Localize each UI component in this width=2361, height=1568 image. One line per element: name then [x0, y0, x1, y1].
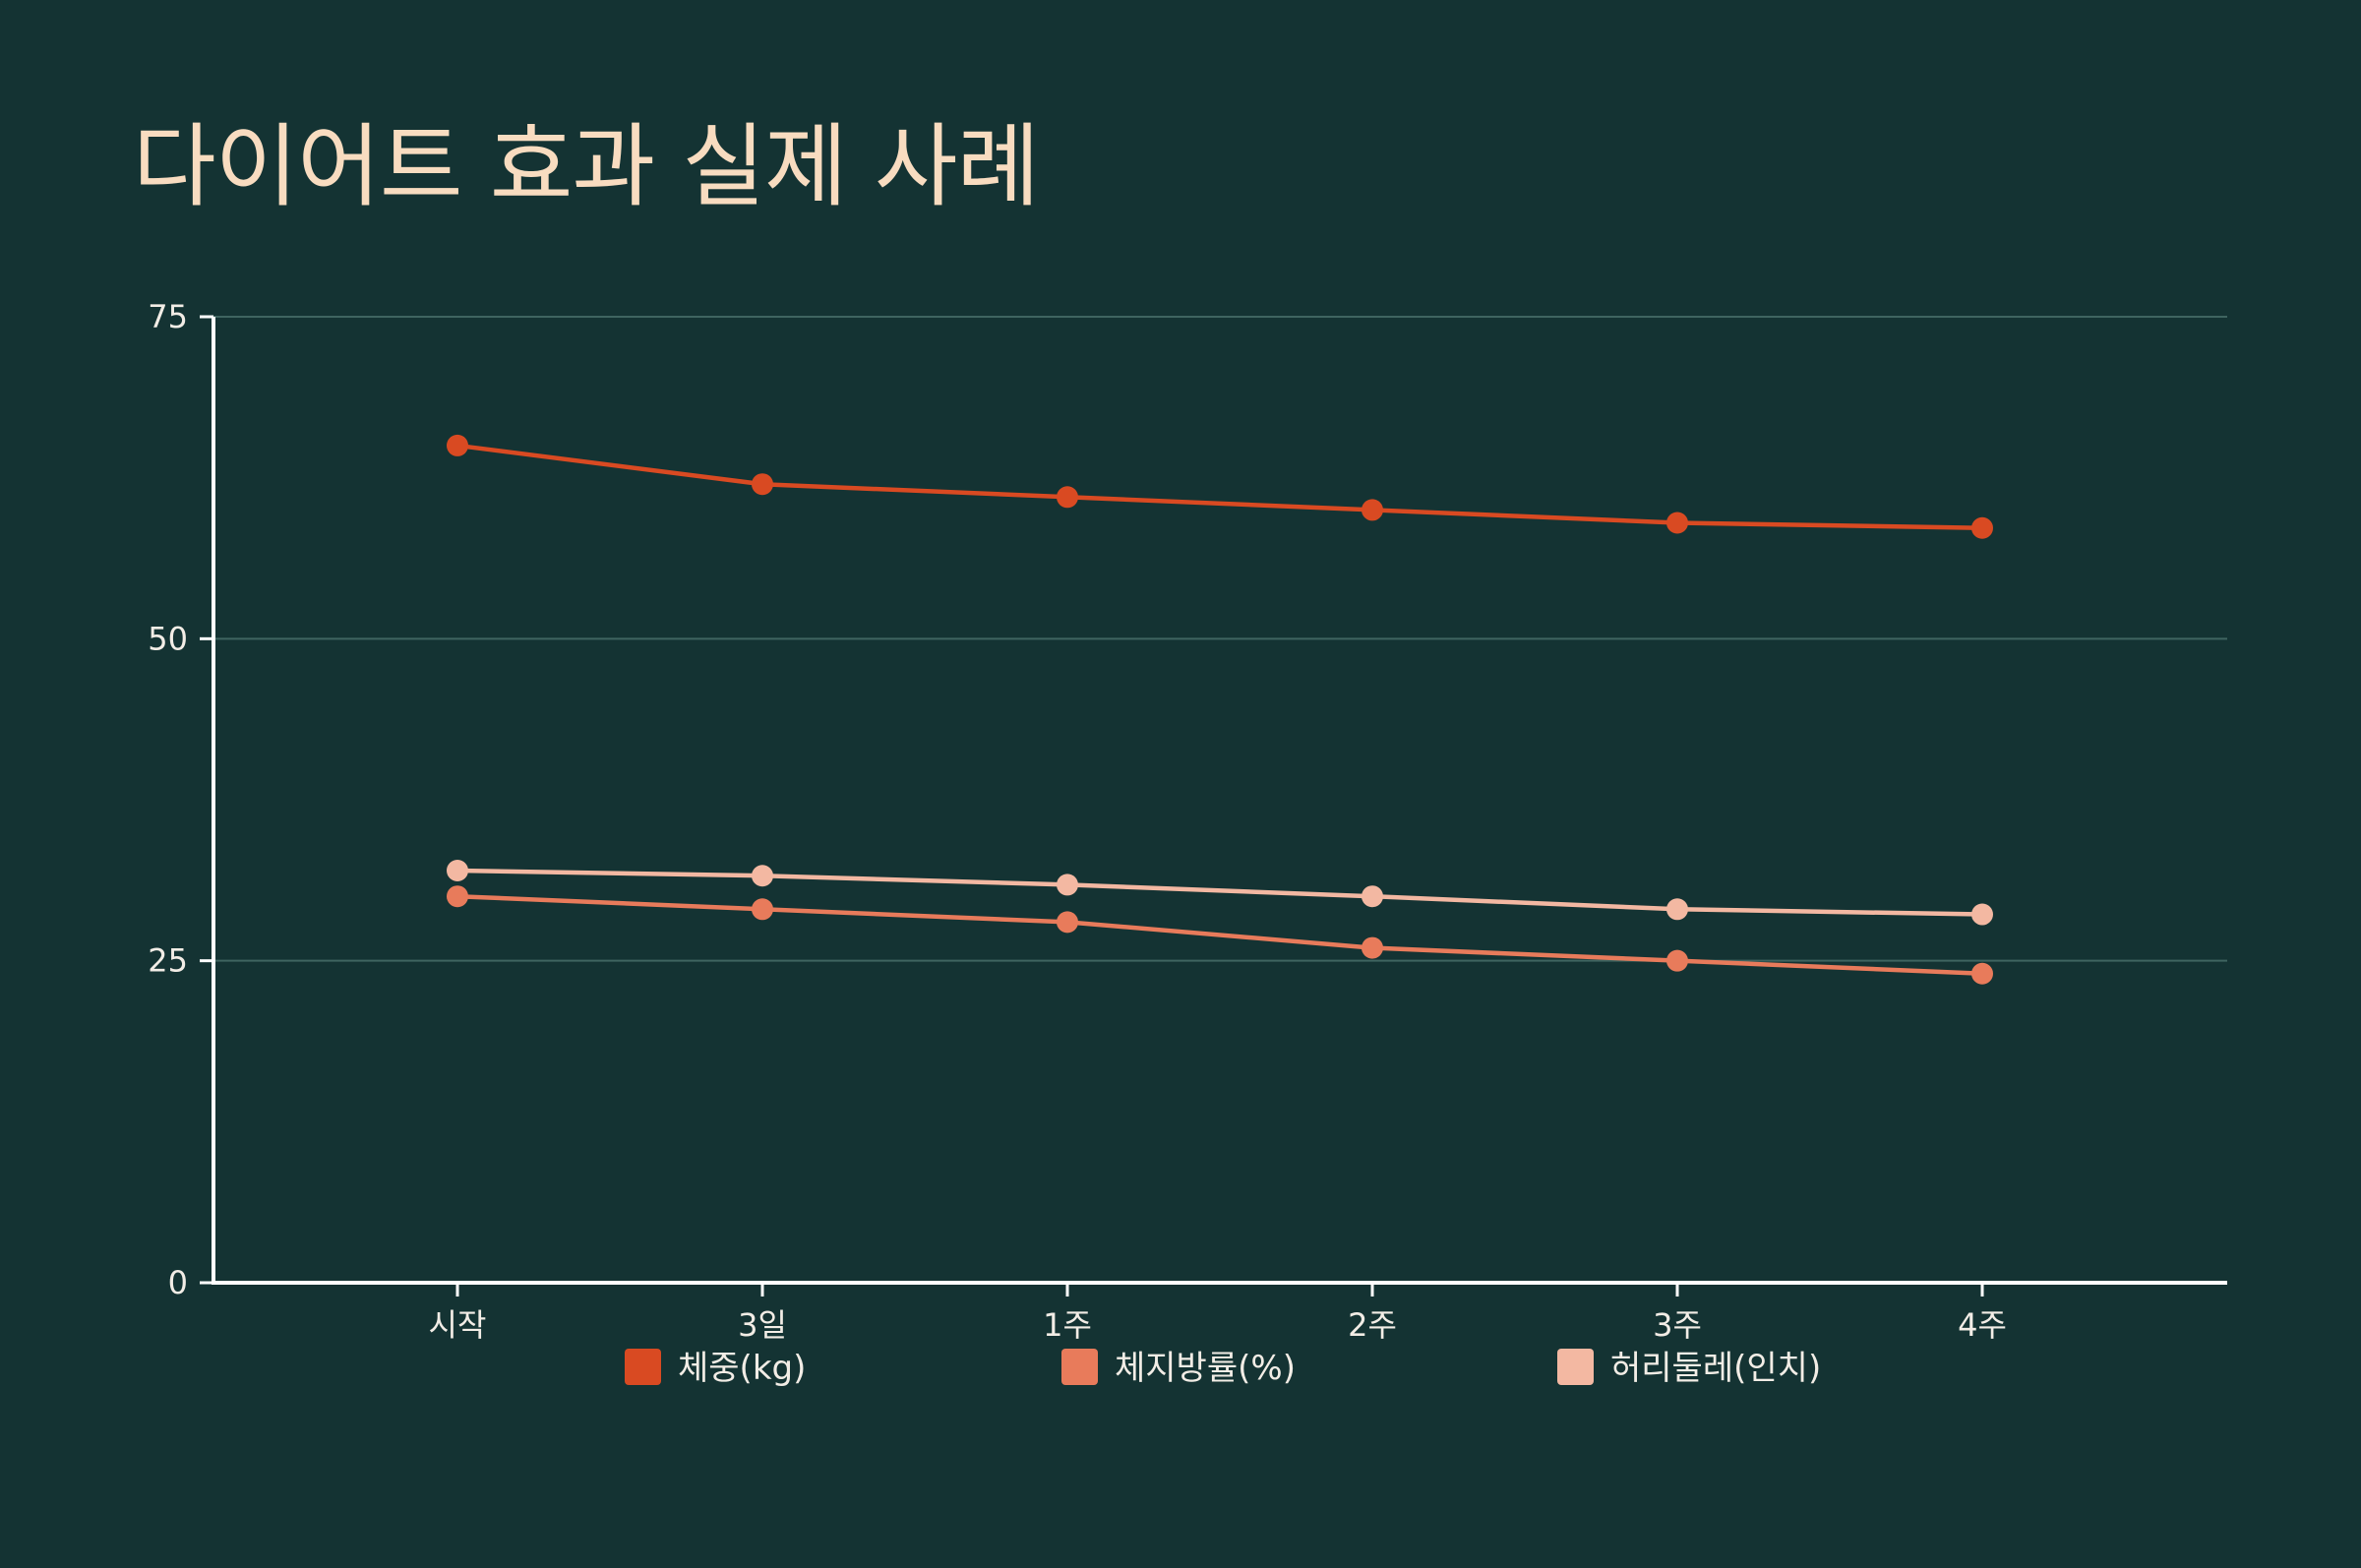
data-point[interactable]	[1057, 874, 1078, 896]
data-point[interactable]	[1057, 486, 1078, 509]
data-point[interactable]	[752, 865, 773, 887]
data-point[interactable]	[1362, 499, 1383, 521]
x-tick-label: 1주	[1043, 1306, 1092, 1344]
legend-label: 허리둘레(인치)	[1610, 1349, 1821, 1388]
data-point[interactable]	[1666, 512, 1688, 534]
legend-swatch	[1557, 1349, 1594, 1385]
x-tick-label: 3주	[1653, 1306, 1702, 1344]
y-tick-label: 0	[168, 1264, 188, 1301]
data-point[interactable]	[447, 860, 468, 882]
x-tick-label: 4주	[1958, 1306, 2007, 1344]
x-tick-label: 2주	[1348, 1306, 1397, 1344]
series-line	[456, 893, 1983, 977]
x-tick-label: 시작	[429, 1306, 487, 1344]
y-tick-label: 50	[148, 620, 188, 657]
legend-label: 체지방률(%)	[1115, 1349, 1296, 1388]
legend-label: 체중(kg)	[678, 1349, 806, 1388]
data-point[interactable]	[1057, 911, 1078, 934]
y-tick-label: 75	[148, 298, 188, 335]
data-point[interactable]	[752, 898, 773, 921]
data-point[interactable]	[447, 434, 468, 456]
data-point[interactable]	[1971, 903, 1993, 926]
series-line	[456, 443, 1983, 530]
data-point[interactable]	[1666, 898, 1688, 921]
y-tick-label: 25	[148, 942, 188, 980]
data-point[interactable]	[1362, 885, 1383, 908]
chart-title: 다이어트 효과 실제 사례	[133, 114, 1040, 219]
data-point[interactable]	[1971, 962, 1993, 985]
data-point[interactable]	[1971, 516, 1993, 539]
data-point[interactable]	[1666, 949, 1688, 972]
x-tick-label: 3일	[738, 1306, 787, 1344]
data-point[interactable]	[447, 885, 468, 908]
legend-swatch	[625, 1349, 661, 1385]
data-point[interactable]	[752, 473, 773, 496]
data-point[interactable]	[1362, 936, 1383, 959]
legend-swatch	[1061, 1349, 1098, 1385]
series-line	[456, 868, 1983, 917]
